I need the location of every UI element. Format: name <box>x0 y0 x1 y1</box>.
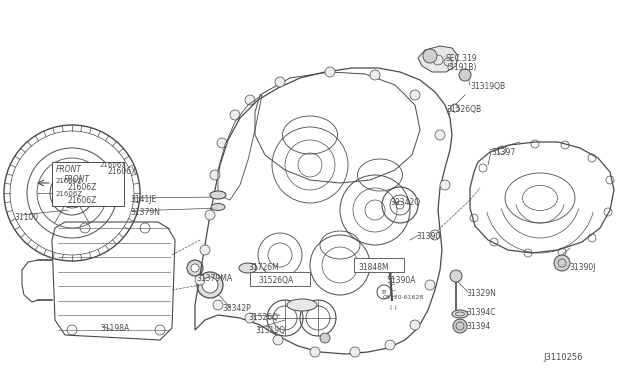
Text: 08120-61628: 08120-61628 <box>383 295 424 300</box>
Bar <box>250 272 310 286</box>
Bar <box>354 258 404 272</box>
Text: 31319Q: 31319Q <box>255 326 285 335</box>
Circle shape <box>205 210 215 220</box>
Circle shape <box>217 138 227 148</box>
Text: (3191B): (3191B) <box>446 63 476 72</box>
Circle shape <box>210 170 220 180</box>
Text: 31319QB: 31319QB <box>470 82 505 91</box>
Circle shape <box>459 69 471 81</box>
Ellipse shape <box>452 310 468 318</box>
Text: 21606Z: 21606Z <box>68 196 97 205</box>
Text: 31100: 31100 <box>14 213 38 222</box>
Text: 31526Q: 31526Q <box>248 313 278 322</box>
Bar <box>52 162 124 206</box>
Text: FRONT: FRONT <box>56 165 82 174</box>
Circle shape <box>325 67 335 77</box>
Circle shape <box>450 270 462 282</box>
Text: 21606Z: 21606Z <box>56 178 83 184</box>
Text: 21606X: 21606X <box>100 162 127 168</box>
Circle shape <box>385 263 395 273</box>
Circle shape <box>245 95 255 105</box>
Circle shape <box>350 347 360 357</box>
Circle shape <box>430 230 440 240</box>
Circle shape <box>320 333 330 343</box>
Text: 31726M: 31726M <box>248 263 279 272</box>
Text: ( ): ( ) <box>390 305 397 310</box>
Text: 31394C: 31394C <box>466 308 495 317</box>
Circle shape <box>275 77 285 87</box>
Text: 31379MA: 31379MA <box>196 274 232 283</box>
Text: 31397: 31397 <box>491 148 515 157</box>
Circle shape <box>385 340 395 350</box>
Circle shape <box>195 275 205 285</box>
Text: 21606Z: 21606Z <box>68 183 97 192</box>
Text: 31198A: 31198A <box>100 324 129 333</box>
Circle shape <box>197 272 223 298</box>
Text: 31526QB: 31526QB <box>446 105 481 114</box>
Circle shape <box>410 90 420 100</box>
Text: J3110256: J3110256 <box>543 353 582 362</box>
Text: 31379N: 31379N <box>130 208 160 217</box>
Ellipse shape <box>211 203 225 211</box>
Circle shape <box>440 180 450 190</box>
Circle shape <box>423 49 437 63</box>
Circle shape <box>230 110 240 120</box>
Circle shape <box>202 277 218 293</box>
Text: 38342P: 38342P <box>222 304 251 313</box>
Text: SEC.319: SEC.319 <box>446 54 477 63</box>
Circle shape <box>435 130 445 140</box>
Text: 21606X: 21606X <box>108 167 138 176</box>
Circle shape <box>453 319 467 333</box>
Circle shape <box>245 313 255 323</box>
Text: 3141JE: 3141JE <box>130 195 156 204</box>
Text: 31390: 31390 <box>416 232 440 241</box>
Circle shape <box>310 347 320 357</box>
Text: 31390A: 31390A <box>386 276 415 285</box>
Ellipse shape <box>239 263 257 273</box>
Circle shape <box>191 264 199 272</box>
Text: 31390J: 31390J <box>569 263 595 272</box>
Circle shape <box>273 335 283 345</box>
Circle shape <box>425 280 435 290</box>
Ellipse shape <box>287 299 317 311</box>
Circle shape <box>370 70 380 80</box>
Text: 31329N: 31329N <box>466 289 496 298</box>
Ellipse shape <box>210 191 226 199</box>
Circle shape <box>200 245 210 255</box>
Circle shape <box>213 300 223 310</box>
Text: 31848M: 31848M <box>358 263 388 272</box>
Circle shape <box>187 260 203 276</box>
Text: 21606Z: 21606Z <box>56 191 83 197</box>
Circle shape <box>554 255 570 271</box>
Text: 39342Q: 39342Q <box>390 198 420 207</box>
Circle shape <box>410 320 420 330</box>
Text: 31526QA: 31526QA <box>258 276 293 285</box>
Text: 31394: 31394 <box>466 322 490 331</box>
Polygon shape <box>418 46 458 72</box>
Text: B: B <box>381 290 385 295</box>
Text: FRONT: FRONT <box>64 175 90 184</box>
